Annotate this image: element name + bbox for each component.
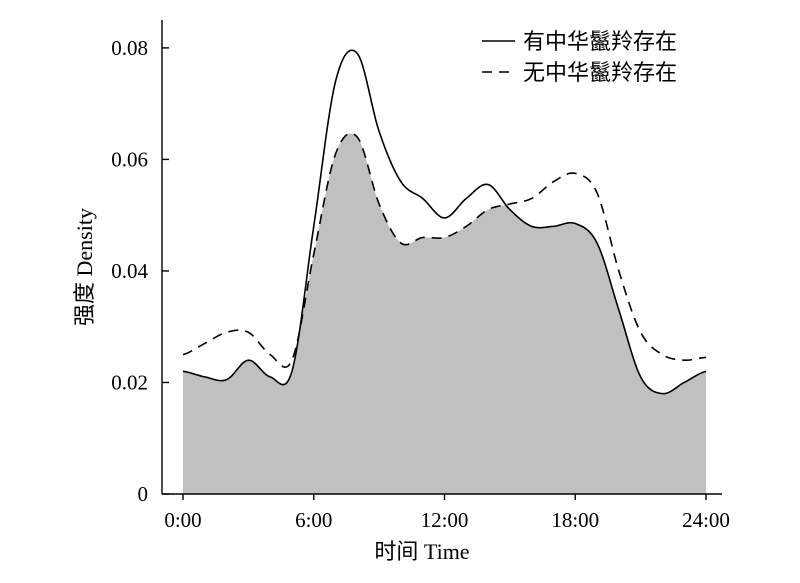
- y-axis-title: 强度 Density: [72, 208, 97, 326]
- x-tick-label: 0:00: [164, 508, 201, 532]
- legend-label-present: 有中华鬣羚存在: [523, 29, 677, 54]
- x-tick-label: 24:00: [682, 508, 730, 532]
- series-lines: [182, 49, 707, 395]
- axes: [161, 20, 722, 500]
- x-tick-label: 12:00: [421, 508, 469, 532]
- x-tick-label: 18:00: [551, 508, 599, 532]
- y-tick-label: 0.04: [111, 259, 148, 283]
- overlap-area: [183, 133, 706, 494]
- series-line-absent: [182, 132, 707, 369]
- y-tick-label: 0.06: [111, 147, 148, 171]
- legend-label-absent: 无中华鬣羚存在: [523, 60, 677, 85]
- x-axis-title: 时间 Time: [374, 539, 469, 564]
- legend: 有中华鬣羚存在 无中华鬣羚存在: [482, 29, 677, 85]
- series-line-present: [182, 49, 707, 395]
- y-tick-label: 0.02: [111, 370, 148, 394]
- tick-labels: 0:00 6:00 12:00 18:00 24:00 0 0.02 0.04 0.06 0.08: [111, 36, 730, 532]
- y-tick-label: 0: [138, 482, 149, 506]
- x-tick-label: 6:00: [295, 508, 332, 532]
- y-tick-label: 0.08: [111, 36, 148, 60]
- overlap-fill: [183, 133, 706, 494]
